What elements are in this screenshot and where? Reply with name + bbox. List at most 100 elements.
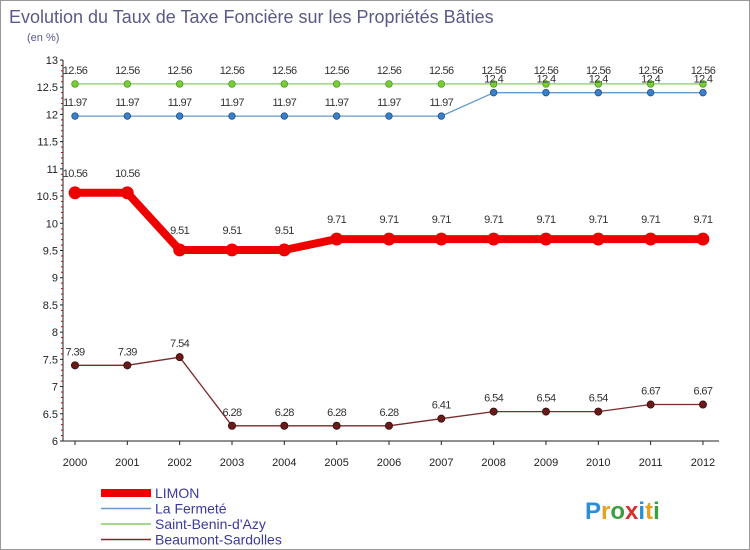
data-label: 12.56 <box>63 65 88 77</box>
y-tick-label: 9.5 <box>43 246 58 258</box>
data-point <box>541 407 550 416</box>
axes: 6 6.5 7 7.5 8 8.5 9 9.5 10 10.5 11 11.5 12 12.5 13 2000… <box>37 55 719 469</box>
data-point <box>123 112 132 120</box>
data-point <box>123 80 132 88</box>
x-tick-label: 2004 <box>272 457 296 469</box>
data-label: 7.39 <box>65 346 84 358</box>
proxiti-logo: Proxiti <box>585 498 660 525</box>
data-label: 10.56 <box>115 168 140 180</box>
data-point <box>437 414 446 423</box>
series-1: 11.97 11.97 11.97 11.97 11.97 11.97 11.97 11.97… <box>63 74 714 120</box>
data-point <box>175 112 184 120</box>
y-tick-label: 8.5 <box>43 300 58 312</box>
data-point <box>277 243 291 257</box>
data-label: 6.28 <box>327 407 346 419</box>
series-2: 12.56 12.56 12.56 12.56 12.56 12.56 12.56 12.56… <box>63 65 716 88</box>
legend-label: La Fermeté <box>155 501 227 517</box>
x-tick-label: 2001 <box>115 457 139 469</box>
data-label: 12.56 <box>638 65 663 77</box>
x-tick-label: 2007 <box>429 457 453 469</box>
legend-label: Saint-Benin-d'Azy <box>155 516 266 532</box>
data-point <box>594 88 602 97</box>
data-point <box>71 112 79 120</box>
data-point <box>646 88 655 97</box>
data-label: 9.71 <box>484 214 503 226</box>
x-tick-label: 2005 <box>324 457 348 469</box>
data-label: 7.39 <box>118 346 137 358</box>
y-tick-label: 7 <box>52 382 58 394</box>
data-point <box>489 80 498 88</box>
logo-letter: P <box>585 498 601 525</box>
data-label: 12.56 <box>481 65 506 77</box>
data-label: 9.71 <box>432 214 451 226</box>
data-point <box>332 112 341 120</box>
data-label: 11.97 <box>429 97 453 109</box>
data-point <box>539 232 553 246</box>
data-point <box>175 353 184 362</box>
data-label: 6.28 <box>379 407 398 419</box>
data-point <box>123 361 132 370</box>
y-tick-label: 11.5 <box>37 137 58 149</box>
data-point <box>382 232 396 246</box>
data-point <box>696 232 710 246</box>
data-label: 10.56 <box>63 168 88 180</box>
y-tick-label: 6 <box>52 436 58 448</box>
data-point <box>280 112 289 120</box>
data-label: 11.97 <box>115 97 139 109</box>
data-label: 12.56 <box>377 65 402 77</box>
data-point <box>542 88 550 97</box>
data-point <box>591 232 605 246</box>
data-point <box>698 400 707 409</box>
y-tick-label: 6.5 <box>43 409 58 421</box>
data-label: 6.54 <box>536 393 555 405</box>
y-tick-label: 9 <box>52 273 58 285</box>
data-point <box>644 232 658 246</box>
logo-letter: o <box>610 498 625 525</box>
x-tick-label: 2008 <box>481 457 505 469</box>
data-point <box>646 80 655 88</box>
series-0: 10.56 10.56 9.51 9.51 9.51 9.71 9.71 9.71 9.71 9.… <box>63 168 714 257</box>
data-label: 11.97 <box>377 97 401 109</box>
x-tick-label: 2009 <box>534 457 558 469</box>
data-point <box>175 80 184 88</box>
legend-label: Beaumont-Sardolles <box>155 532 282 548</box>
data-point <box>330 232 344 246</box>
data-point <box>437 112 446 120</box>
data-point <box>68 186 82 200</box>
y-tick-label: 10.5 <box>37 191 58 203</box>
data-point <box>280 421 289 430</box>
data-label: 9.71 <box>693 214 712 226</box>
data-point <box>332 80 341 88</box>
data-label: 11.97 <box>63 97 87 109</box>
data-label: 12.56 <box>586 65 611 77</box>
data-label: 12.56 <box>115 65 140 77</box>
data-label: 11.97 <box>325 97 349 109</box>
data-label: 12.56 <box>534 65 559 77</box>
x-tick-label: 2012 <box>691 457 715 469</box>
data-label: 6.54 <box>589 393 608 405</box>
data-point <box>71 361 80 370</box>
series-3: 7.39 7.39 7.54 6.28 6.28 6.28 6.28 6.41 6.54 6.54… <box>65 338 714 430</box>
data-label: 12.4 <box>484 74 503 86</box>
data-point <box>699 80 707 88</box>
data-point <box>385 80 393 88</box>
data-label: 12.56 <box>691 65 716 77</box>
data-label: 9.71 <box>536 214 555 226</box>
data-point <box>384 421 393 430</box>
data-label: 9.71 <box>641 214 660 226</box>
x-tick-label: 2002 <box>167 457 191 469</box>
data-label: 12.56 <box>220 65 245 77</box>
y-tick-label: 10 <box>46 218 58 230</box>
data-label: 11.97 <box>272 97 296 109</box>
data-point <box>120 186 134 200</box>
data-point <box>594 407 603 416</box>
data-point <box>434 232 448 246</box>
data-point <box>487 232 501 246</box>
data-label: 6.67 <box>641 386 660 398</box>
data-label: 6.67 <box>693 386 712 398</box>
x-tick-label: 2006 <box>377 457 401 469</box>
logo-letter: i <box>638 498 645 525</box>
